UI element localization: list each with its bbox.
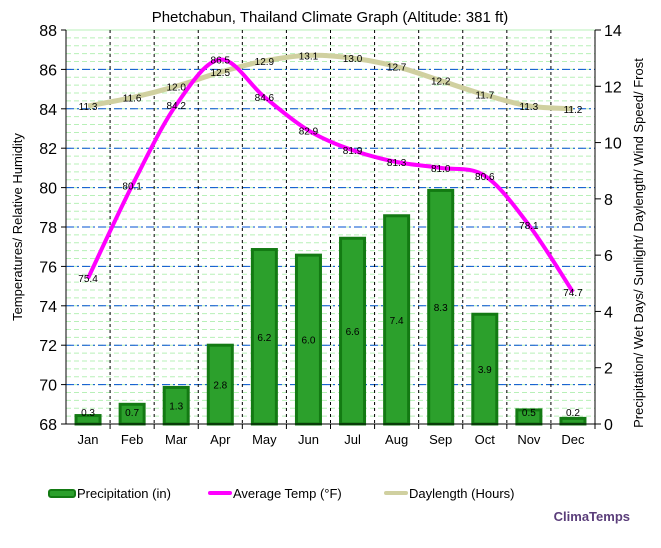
y-tick-label-right: 6 — [604, 248, 613, 265]
x-tick-label: Sep — [429, 432, 452, 447]
legend-swatch-precipitation — [48, 489, 76, 498]
x-tick-label: Jul — [344, 432, 361, 447]
precipitation-bar — [427, 188, 455, 426]
precipitation-bar — [339, 236, 367, 426]
avg-temp-data-label: 81.0 — [431, 164, 451, 175]
precipitation-data-label: 7.4 — [390, 316, 404, 327]
legend-swatch-avg-temp — [208, 491, 232, 495]
y-axis-right-label: Precipitation/ Wet Days/ Sunlight/ Dayle… — [631, 58, 646, 428]
precipitation-bar — [294, 253, 322, 426]
precipitation-bar — [250, 248, 278, 426]
daylength-data-label: 12.2 — [431, 77, 451, 88]
x-tick-label: Mar — [165, 432, 188, 447]
daylength-data-label: 11.3 — [520, 102, 539, 113]
x-tick-label: May — [252, 432, 277, 447]
y-tick-label-right: 8 — [604, 192, 613, 209]
daylength-data-label: 12.9 — [255, 57, 275, 68]
y-tick-label-left: 70 — [39, 378, 57, 395]
y-tick-label-left: 68 — [39, 417, 57, 434]
y-tick-label-left: 82 — [39, 141, 57, 158]
avg-temp-data-label: 80.6 — [475, 172, 495, 183]
avg-temp-data-label: 84.2 — [166, 101, 186, 112]
x-tick-label: Oct — [475, 432, 496, 447]
x-tick-label: Aug — [385, 432, 408, 447]
precipitation-bar — [383, 214, 411, 426]
x-tick-label: Feb — [121, 432, 143, 447]
precipitation-data-label: 8.3 — [434, 303, 448, 314]
avg-temp-data-label: 82.9 — [299, 126, 319, 137]
avg-temp-data-label: 81.3 — [387, 158, 407, 169]
y-tick-label-right: 2 — [604, 361, 613, 378]
daylength-data-label: 11.2 — [564, 105, 583, 116]
avg-temp-data-label: 78.1 — [519, 221, 539, 232]
avg-temp-data-label: 86.5 — [211, 56, 231, 67]
precipitation-data-label: 0.3 — [81, 408, 95, 419]
precipitation-data-label: 0.7 — [125, 408, 139, 419]
daylength-data-label: 11.7 — [475, 91, 494, 102]
daylength-data-label: 11.6 — [123, 94, 142, 105]
daylength-line — [87, 52, 574, 112]
avg-temp-line — [86, 57, 575, 294]
legend-swatch-daylength — [384, 491, 408, 495]
avg-temp-data-label: 74.7 — [563, 288, 583, 299]
y-tick-label-right: 14 — [604, 23, 622, 40]
y-tick-label-left: 72 — [39, 338, 57, 355]
legend: Precipitation (in) Average Temp (°F) Day… — [48, 486, 515, 501]
daylength-data-label: 12.0 — [166, 82, 186, 93]
x-tick-label: Jan — [78, 432, 99, 447]
x-tick-label: Nov — [517, 432, 541, 447]
y-axis-left-label: Temperatures/ Relative Humidity — [10, 133, 25, 321]
y-tick-label-left: 86 — [39, 62, 57, 79]
y-tick-label-left: 80 — [39, 181, 57, 198]
daylength-data-label: 13.0 — [343, 54, 363, 65]
y-tick-label-left: 88 — [39, 23, 57, 40]
y-tick-label-right: 10 — [604, 136, 622, 153]
daylength-data-label: 13.1 — [299, 51, 319, 62]
y-tick-label-right: 12 — [604, 79, 622, 96]
precipitation-data-label: 2.8 — [213, 381, 227, 392]
brand-logo: ClimaTemps — [554, 509, 630, 524]
daylength-data-label: 12.5 — [211, 68, 231, 79]
precipitation-bar — [471, 312, 499, 426]
precipitation-data-label: 3.9 — [478, 365, 492, 376]
precipitation-data-label: 1.3 — [169, 402, 183, 413]
avg-temp-data-label: 80.1 — [122, 182, 142, 193]
x-tick-label: Jun — [298, 432, 319, 447]
precipitation-data-label: 6.0 — [302, 336, 316, 347]
y-tick-label-left: 78 — [39, 220, 57, 237]
precipitation-bar — [559, 416, 587, 426]
daylength-data-label: 11.3 — [79, 102, 98, 113]
precipitation-data-label: 0.2 — [566, 408, 580, 419]
y-tick-label-left: 84 — [39, 102, 57, 119]
x-tick-label: Apr — [210, 432, 231, 447]
y-tick-label-left: 74 — [39, 299, 57, 316]
avg-temp-data-label: 75.4 — [78, 274, 98, 285]
legend-label-daylength: Daylength (Hours) — [409, 486, 515, 501]
precipitation-data-label: 0.5 — [522, 408, 536, 419]
chart-title: Phetchabun, Thailand Climate Graph (Alti… — [152, 9, 509, 26]
y-tick-label-right: 4 — [604, 304, 613, 321]
precipitation-data-label: 6.6 — [346, 327, 360, 338]
precipitation-data-label: 6.2 — [257, 333, 271, 344]
legend-label-avg-temp: Average Temp (°F) — [233, 486, 342, 501]
avg-temp-data-label: 81.9 — [343, 146, 363, 157]
y-tick-label-left: 76 — [39, 259, 57, 276]
daylength-data-label: 12.7 — [387, 63, 407, 74]
x-tick-label: Dec — [561, 432, 585, 447]
y-tick-label-right: 0 — [604, 417, 613, 434]
legend-label-precipitation: Precipitation (in) — [77, 486, 171, 501]
avg-temp-data-label: 84.6 — [255, 93, 275, 104]
